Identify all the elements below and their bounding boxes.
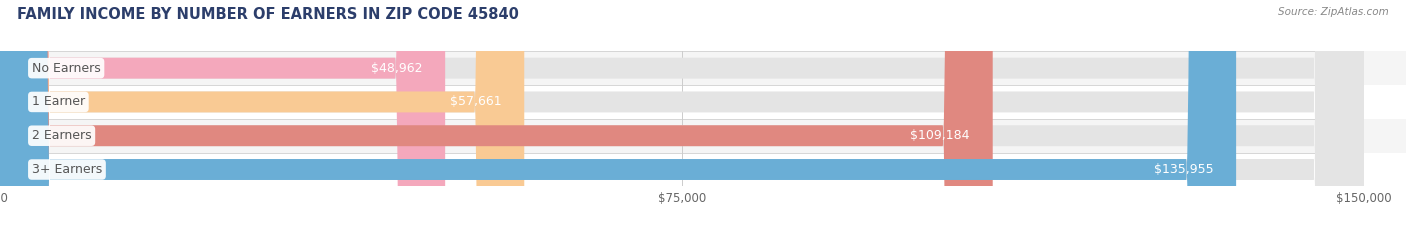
FancyBboxPatch shape [0,0,1236,233]
FancyBboxPatch shape [0,0,1364,233]
FancyBboxPatch shape [0,0,1364,233]
FancyBboxPatch shape [0,119,1406,153]
Text: 3+ Earners: 3+ Earners [32,163,103,176]
Text: 2 Earners: 2 Earners [32,129,91,142]
FancyBboxPatch shape [0,85,1406,119]
Text: $135,955: $135,955 [1154,163,1213,176]
FancyBboxPatch shape [0,0,446,233]
FancyBboxPatch shape [0,0,993,233]
Text: $48,962: $48,962 [371,62,422,75]
Text: $109,184: $109,184 [911,129,970,142]
Text: FAMILY INCOME BY NUMBER OF EARNERS IN ZIP CODE 45840: FAMILY INCOME BY NUMBER OF EARNERS IN ZI… [17,7,519,22]
Text: No Earners: No Earners [32,62,101,75]
FancyBboxPatch shape [0,51,1406,85]
FancyBboxPatch shape [0,0,524,233]
FancyBboxPatch shape [0,153,1406,186]
FancyBboxPatch shape [0,0,1364,233]
FancyBboxPatch shape [0,0,1364,233]
Text: 1 Earner: 1 Earner [32,96,84,108]
Text: $57,661: $57,661 [450,96,502,108]
Text: Source: ZipAtlas.com: Source: ZipAtlas.com [1278,7,1389,17]
